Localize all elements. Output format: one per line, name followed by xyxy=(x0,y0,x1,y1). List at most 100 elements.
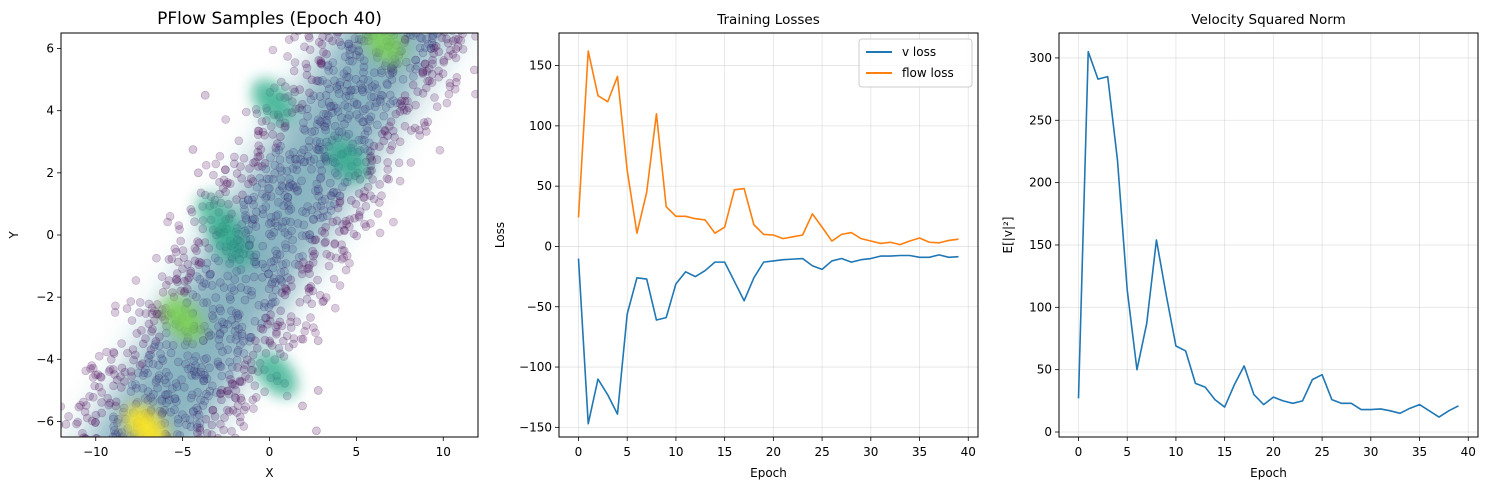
sample-point xyxy=(240,295,250,305)
sample-point xyxy=(138,359,147,369)
sample-point xyxy=(439,33,449,37)
sample-point xyxy=(266,213,276,222)
sample-point xyxy=(270,218,280,227)
sample-point xyxy=(237,220,246,229)
series-line-0 xyxy=(577,254,959,425)
sample-point xyxy=(258,209,268,219)
sample-point xyxy=(448,49,458,59)
sample-point xyxy=(311,186,320,196)
sample-point xyxy=(231,335,241,344)
sample-point xyxy=(315,174,325,183)
sample-point xyxy=(90,381,99,391)
sample-point xyxy=(202,258,212,268)
sample-point xyxy=(366,112,376,122)
sample-point xyxy=(239,336,248,346)
sample-point xyxy=(342,66,352,75)
sample-point xyxy=(342,86,351,96)
sample-point xyxy=(322,49,331,59)
sample-point xyxy=(345,215,354,224)
sample-point xyxy=(372,120,382,130)
sample-point xyxy=(317,196,327,206)
scatter-title: PFlow Samples (Epoch 40) xyxy=(157,9,382,29)
sample-point xyxy=(304,284,313,293)
sample-point xyxy=(302,104,312,114)
sample-point xyxy=(245,164,254,173)
sample-point xyxy=(277,288,287,298)
sample-point xyxy=(261,202,271,211)
sample-point xyxy=(254,300,264,310)
sample-point xyxy=(312,137,321,146)
sample-point xyxy=(215,304,224,313)
sample-point xyxy=(190,244,200,253)
sample-point xyxy=(149,389,158,399)
sample-point xyxy=(293,185,303,195)
sample-point xyxy=(388,68,397,78)
sample-point xyxy=(123,348,132,358)
sample-point xyxy=(153,383,162,393)
sample-point xyxy=(377,90,386,100)
sample-point xyxy=(428,55,437,65)
sample-point xyxy=(208,405,218,415)
x-tick-label: 20 xyxy=(1266,445,1281,459)
sample-point xyxy=(242,355,252,365)
y-tick-label: 150 xyxy=(1029,238,1052,252)
sample-point xyxy=(186,266,195,276)
sample-point xyxy=(341,92,351,101)
sample-point xyxy=(423,117,433,127)
sample-point xyxy=(276,306,286,316)
sample-point xyxy=(154,371,164,380)
y-tick-label: 300 xyxy=(1029,51,1052,65)
sample-point xyxy=(388,25,396,33)
sample-point xyxy=(411,33,421,38)
sample-point xyxy=(386,99,395,108)
sample-point xyxy=(423,76,432,86)
sample-point xyxy=(248,177,258,186)
sample-point xyxy=(246,174,256,183)
sample-point xyxy=(281,216,291,226)
sample-point xyxy=(48,437,56,445)
x-tick-label: 25 xyxy=(1314,445,1329,459)
sample-point xyxy=(278,217,288,227)
sample-point xyxy=(346,86,355,96)
sample-point xyxy=(120,377,129,386)
sample-point xyxy=(330,303,340,313)
sample-point xyxy=(309,91,319,101)
sample-point xyxy=(397,102,407,111)
sample-point xyxy=(268,45,278,55)
sample-point xyxy=(395,25,403,33)
sample-point xyxy=(375,228,385,238)
sample-point xyxy=(153,309,162,319)
sample-point xyxy=(112,375,122,385)
sample-point xyxy=(228,379,237,389)
sample-point xyxy=(418,89,428,98)
sample-point xyxy=(269,256,279,266)
sample-point xyxy=(161,378,171,388)
sample-point xyxy=(109,414,118,424)
sample-point xyxy=(278,183,288,192)
sample-point xyxy=(230,159,239,169)
sample-point xyxy=(304,142,314,152)
sample-point xyxy=(303,202,313,211)
sample-point xyxy=(216,362,226,372)
sample-point xyxy=(186,205,196,214)
sample-point xyxy=(272,329,281,339)
sample-point xyxy=(264,174,274,184)
sample-point xyxy=(206,330,216,340)
sample-point xyxy=(148,397,158,407)
sample-point xyxy=(110,438,118,446)
sample-point xyxy=(313,115,323,125)
outlier-point xyxy=(298,401,307,411)
x-tick-label: 10 xyxy=(436,445,451,459)
sample-point xyxy=(444,51,453,61)
sample-point xyxy=(364,84,373,94)
sample-point xyxy=(162,398,171,408)
sample-point xyxy=(297,176,306,186)
sample-point xyxy=(79,397,88,407)
sample-point xyxy=(369,141,379,151)
sample-point xyxy=(147,309,157,319)
sample-point xyxy=(395,107,405,116)
sample-point xyxy=(268,263,278,273)
sample-point xyxy=(289,148,298,157)
sample-point xyxy=(122,304,132,313)
sample-point xyxy=(284,182,294,192)
